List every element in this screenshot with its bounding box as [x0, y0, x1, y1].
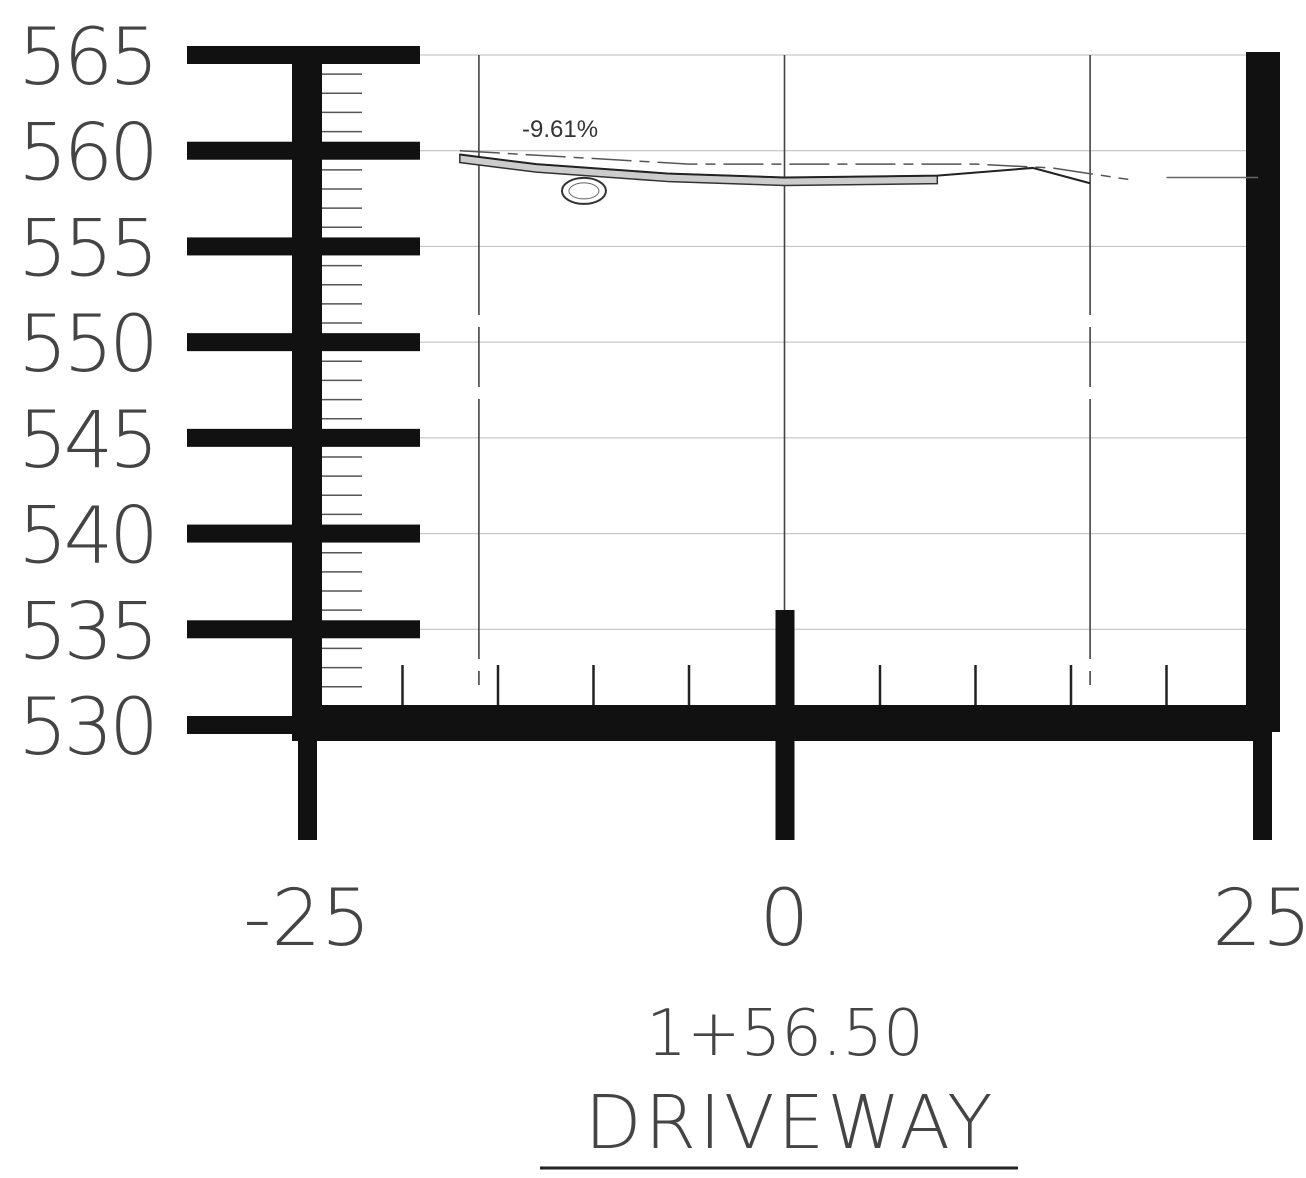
x-major-tick	[1253, 720, 1272, 840]
y-major-tick	[187, 141, 420, 160]
y-tick-label: 535	[18, 587, 155, 677]
profile-line	[459, 153, 1091, 185]
y-tick-label: 550	[18, 300, 155, 390]
y-tick-label: 565	[18, 13, 155, 103]
station-label: 1+56.50	[646, 997, 924, 1071]
y-tick-label: 555	[18, 204, 155, 294]
plot-grid	[420, 54, 1262, 726]
pavement-section	[459, 153, 939, 187]
y-major-tick	[187, 620, 420, 639]
existing-ground-line	[459, 149, 1129, 181]
y-tick-label: 560	[18, 109, 155, 199]
driveway-profile	[459, 149, 1259, 205]
y-tick-label: 530	[18, 683, 155, 773]
x-major-tick	[775, 610, 795, 840]
x-major-tick	[298, 720, 317, 840]
x-tick-label: 25	[1212, 874, 1306, 964]
ellipse-marker-inner	[568, 182, 600, 200]
ellipse-marker	[560, 176, 607, 205]
y-tick-label: 540	[18, 492, 155, 582]
y-tick-label: 545	[18, 396, 155, 486]
x-tick-label: -25	[243, 874, 370, 964]
y-major-tick	[187, 333, 420, 352]
grade-annotation: -9.61%	[522, 116, 598, 143]
drawing-title: DRIVEWAY	[585, 1080, 996, 1166]
y-major-tick	[187, 237, 420, 256]
y-major-tick	[187, 524, 420, 543]
y-major-tick	[187, 428, 420, 447]
right-frame-bar	[1246, 52, 1280, 732]
y-major-tick	[187, 46, 420, 64]
x-tick-label: 0	[760, 874, 810, 964]
